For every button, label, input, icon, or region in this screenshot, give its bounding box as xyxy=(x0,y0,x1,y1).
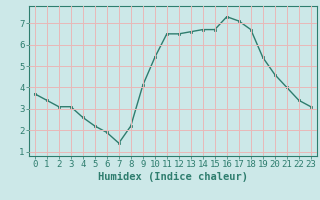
X-axis label: Humidex (Indice chaleur): Humidex (Indice chaleur) xyxy=(98,172,248,182)
